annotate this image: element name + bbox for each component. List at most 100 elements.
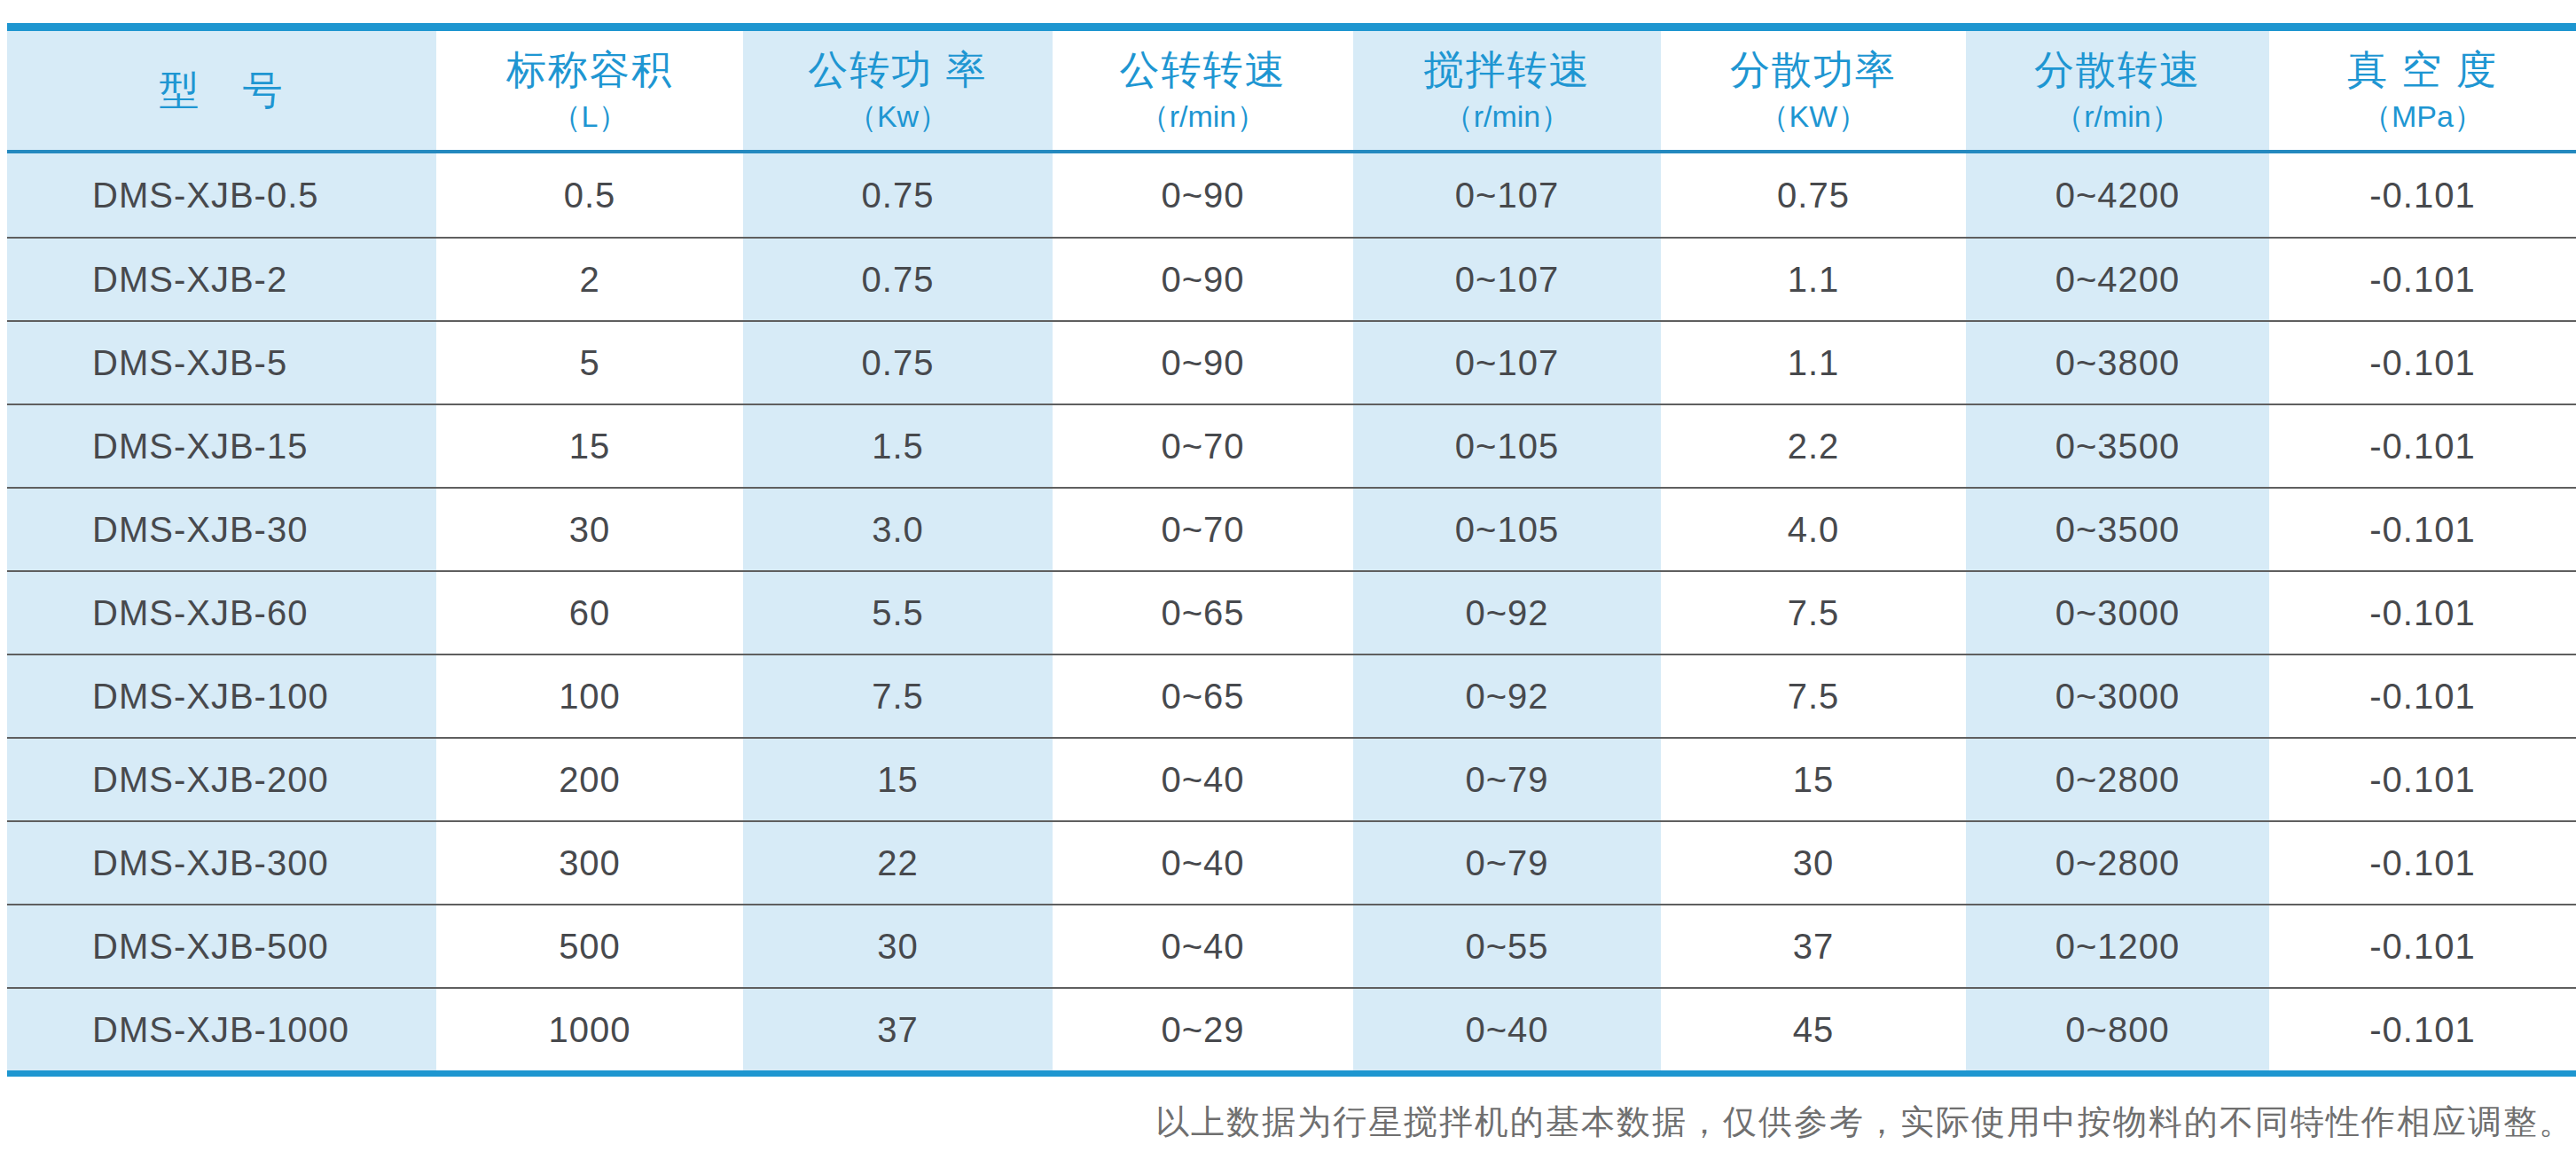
cell-dispersion-speed: 0~3500 [1966, 405, 2269, 487]
cell-stirring-speed: 0~92 [1353, 572, 1661, 654]
table-row-DMS-XJB-2: DMS-XJB-220.750~900~1071.10~4200-0.101 [7, 237, 2576, 320]
cell-dispersion-speed: 0~3500 [1966, 489, 2269, 570]
cell-dispersion-speed: 0~4200 [1966, 239, 2269, 320]
column-header-revolution-speed: 公转转速（r/min） [1053, 31, 1353, 150]
model-cell: DMS-XJB-500 [7, 905, 436, 987]
cell-capacity: 0.5 [436, 153, 743, 237]
cell-revolution-speed: 0~29 [1053, 989, 1353, 1070]
cell-stirring-speed: 0~105 [1353, 405, 1661, 487]
table-bottom-border [7, 1070, 2576, 1077]
model-cell: DMS-XJB-100 [7, 655, 436, 737]
cell-vacuum: -0.101 [2269, 572, 2576, 654]
cell-capacity: 500 [436, 905, 743, 987]
cell-vacuum: -0.101 [2269, 322, 2576, 404]
model-cell: DMS-XJB-0.5 [7, 153, 436, 237]
cell-revolution-speed: 0~70 [1053, 405, 1353, 487]
cell-revolution-speed: 0~70 [1053, 489, 1353, 570]
cell-capacity: 2 [436, 239, 743, 320]
column-header-dispersion-speed: 分散转速（r/min） [1966, 31, 2269, 150]
model-cell: DMS-XJB-5 [7, 322, 436, 404]
cell-capacity: 200 [436, 739, 743, 820]
table-row-DMS-XJB-30: DMS-XJB-30303.00~700~1054.00~3500-0.101 [7, 487, 2576, 570]
cell-dispersion-power: 7.5 [1661, 572, 1966, 654]
cell-dispersion-power: 37 [1661, 905, 1966, 987]
cell-capacity: 30 [436, 489, 743, 570]
cell-dispersion-power: 15 [1661, 739, 1966, 820]
column-title: 标称容积 [506, 48, 673, 92]
table-row-DMS-XJB-15: DMS-XJB-15151.50~700~1052.20~3500-0.101 [7, 404, 2576, 487]
column-header-model: 型 号 [7, 31, 436, 150]
column-header-dispersion-power: 分散功率 （KW） [1661, 31, 1966, 150]
table-row-DMS-XJB-60: DMS-XJB-60605.50~650~927.50~3000-0.101 [7, 570, 2576, 654]
column-header-capacity: 标称容积 （L） [436, 31, 743, 150]
spec-table: 型 号 标称容积 （L） 公转功 率（Kw）公转转速（r/min） 搅拌转速 （r/min… [7, 23, 2576, 1077]
table-header-row: 型 号 标称容积 （L） 公转功 率（Kw）公转转速（r/min） 搅拌转速 （r/min… [7, 31, 2576, 153]
model-cell: DMS-XJB-200 [7, 739, 436, 820]
table-row-DMS-XJB-5: DMS-XJB-550.750~900~1071.10~3800-0.101 [7, 320, 2576, 404]
model-cell: DMS-XJB-15 [7, 405, 436, 487]
cell-capacity: 1000 [436, 989, 743, 1070]
cell-stirring-speed: 0~107 [1353, 322, 1661, 404]
cell-vacuum: -0.101 [2269, 489, 2576, 570]
cell-revolution-power: 15 [743, 739, 1053, 820]
cell-capacity: 300 [436, 822, 743, 904]
table-row-DMS-XJB-100: DMS-XJB-1001007.50~650~927.50~3000-0.101 [7, 654, 2576, 737]
cell-stirring-speed: 0~79 [1353, 739, 1661, 820]
cell-revolution-speed: 0~40 [1053, 739, 1353, 820]
cell-capacity: 100 [436, 655, 743, 737]
cell-stirring-speed: 0~79 [1353, 822, 1661, 904]
column-title: 分散功率 [1730, 48, 1897, 92]
cell-revolution-power: 0.75 [743, 239, 1053, 320]
table-row-DMS-XJB-500: DMS-XJB-500500300~400~55370~1200-0.101 [7, 904, 2576, 987]
cell-vacuum: -0.101 [2269, 239, 2576, 320]
cell-vacuum: -0.101 [2269, 655, 2576, 737]
table-row-DMS-XJB-1000: DMS-XJB-10001000370~290~40450~800-0.101 [7, 987, 2576, 1070]
cell-stirring-speed: 0~107 [1353, 239, 1661, 320]
cell-revolution-speed: 0~90 [1053, 153, 1353, 237]
column-title: 真 空 度 [2347, 48, 2498, 92]
model-cell: DMS-XJB-30 [7, 489, 436, 570]
cell-capacity: 5 [436, 322, 743, 404]
table-row-DMS-XJB-300: DMS-XJB-300300220~400~79300~2800-0.101 [7, 820, 2576, 904]
column-title: 分散转速 [2034, 48, 2201, 92]
cell-dispersion-speed: 0~3000 [1966, 572, 2269, 654]
cell-vacuum: -0.101 [2269, 989, 2576, 1070]
cell-stirring-speed: 0~105 [1353, 489, 1661, 570]
cell-revolution-speed: 0~65 [1053, 655, 1353, 737]
cell-capacity: 15 [436, 405, 743, 487]
column-header-revolution-power: 公转功 率（Kw） [743, 31, 1053, 150]
cell-vacuum: -0.101 [2269, 405, 2576, 487]
column-unit: （KW） [1759, 100, 1868, 133]
cell-dispersion-speed: 0~800 [1966, 989, 2269, 1070]
cell-revolution-power: 0.75 [743, 153, 1053, 237]
column-title: 搅拌转速 [1424, 48, 1591, 92]
cell-dispersion-speed: 0~1200 [1966, 905, 2269, 987]
cell-stirring-speed: 0~40 [1353, 989, 1661, 1070]
cell-dispersion-power: 45 [1661, 989, 1966, 1070]
cell-dispersion-speed: 0~4200 [1966, 153, 2269, 237]
cell-vacuum: -0.101 [2269, 905, 2576, 987]
column-header-vacuum: 真 空 度（MPa） [2269, 31, 2576, 150]
column-title: 公转功 率 [808, 48, 988, 92]
column-unit: （r/min） [1444, 100, 1571, 133]
column-title: 型 号 [160, 68, 285, 113]
cell-revolution-power: 22 [743, 822, 1053, 904]
cell-dispersion-power: 30 [1661, 822, 1966, 904]
cell-dispersion-power: 1.1 [1661, 239, 1966, 320]
table-row-DMS-XJB-0.5: DMS-XJB-0.50.50.750~900~1070.750~4200-0.… [7, 153, 2576, 237]
cell-dispersion-power: 4.0 [1661, 489, 1966, 570]
table-body: DMS-XJB-0.50.50.750~900~1070.750~4200-0.… [7, 153, 2576, 1070]
cell-revolution-speed: 0~40 [1053, 905, 1353, 987]
cell-revolution-speed: 0~90 [1053, 239, 1353, 320]
column-header-stirring-speed: 搅拌转速 （r/min） [1353, 31, 1661, 150]
model-cell: DMS-XJB-1000 [7, 989, 436, 1070]
cell-revolution-power: 1.5 [743, 405, 1053, 487]
cell-revolution-power: 37 [743, 989, 1053, 1070]
cell-vacuum: -0.101 [2269, 153, 2576, 237]
cell-dispersion-power: 0.75 [1661, 153, 1966, 237]
cell-dispersion-speed: 0~2800 [1966, 822, 2269, 904]
cell-revolution-power: 30 [743, 905, 1053, 987]
model-cell: DMS-XJB-60 [7, 572, 436, 654]
column-unit: （L） [552, 100, 629, 133]
cell-dispersion-power: 2.2 [1661, 405, 1966, 487]
